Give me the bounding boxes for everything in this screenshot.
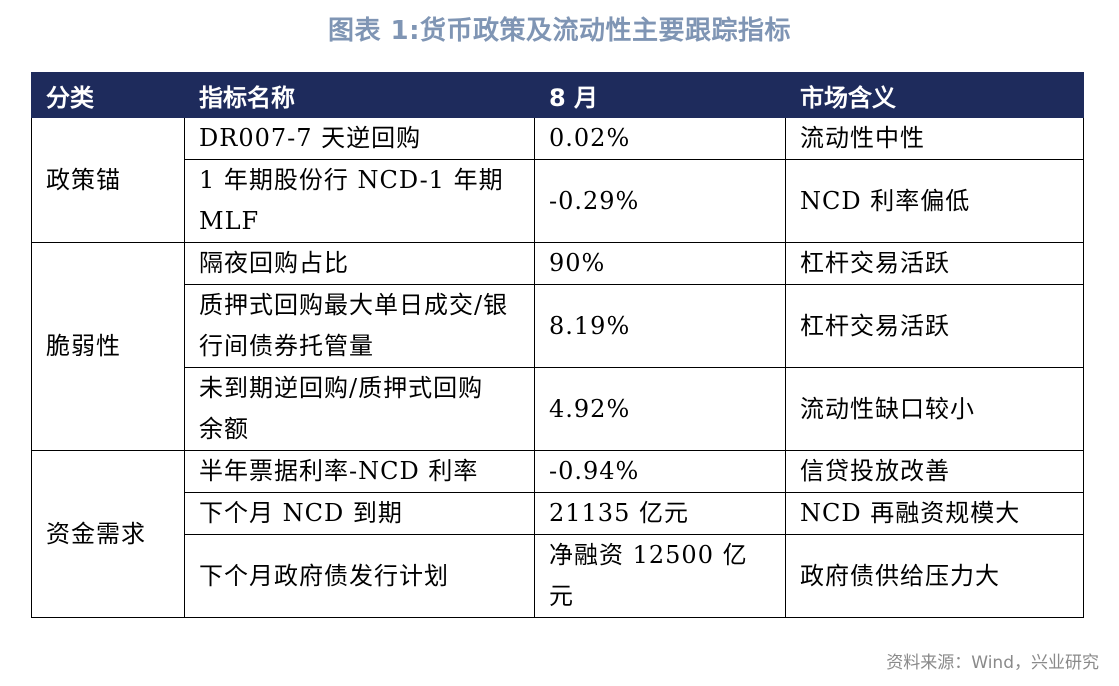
- value-cell: 8.19%: [534, 284, 786, 368]
- table-header-row: 分类 指标名称 8 月 市场含义: [31, 72, 1084, 118]
- meaning-cell: 杠杆交易活跃: [785, 284, 1084, 368]
- meaning-cell: 杠杆交易活跃: [785, 242, 1084, 285]
- figure-title: 图表 1:货币政策及流动性主要跟踪指标: [327, 16, 792, 46]
- value-cell: -0.29%: [534, 159, 786, 243]
- table-row: 质押式回购最大单日成交/银行间债券托管量 8.19% 杠杆交易活跃: [32, 284, 1084, 368]
- value-cell: 90%: [534, 242, 786, 285]
- meaning-cell: NCD 利率偏低: [785, 159, 1084, 243]
- table-row: 下个月政府债发行计划 净融资 12500 亿元 政府债供给压力大: [32, 534, 1084, 618]
- category-cell: 资金需求: [31, 450, 185, 618]
- table-row: 资金需求 半年票据利率-NCD 利率 -0.94% 信贷投放改善: [31, 450, 1084, 618]
- header-indicator: 指标名称: [184, 72, 535, 118]
- header-value: 8 月: [534, 72, 786, 118]
- value-cell: -0.94%: [534, 450, 786, 493]
- header-meaning: 市场含义: [785, 72, 1084, 118]
- table-row: 下个月 NCD 到期 21135 亿元 NCD 再融资规模大: [32, 492, 1084, 535]
- source-note: 资料来源：Wind，兴业研究: [886, 653, 1099, 673]
- category-cell: 政策锚: [31, 117, 185, 243]
- indicator-cell: 1 年期股份行 NCD-1 年期MLF: [184, 159, 535, 243]
- table-row: 脆弱性 隔夜回购占比 90% 杠杆交易活跃: [31, 242, 1084, 451]
- indicator-table: 分类 指标名称 8 月 市场含义 政策锚 DR007-7 天逆回购 0.02% …: [31, 72, 1084, 618]
- meaning-cell: 流动性缺口较小: [785, 367, 1084, 451]
- table-row: 1 年期股份行 NCD-1 年期MLF -0.29% NCD 利率偏低: [32, 159, 1084, 243]
- value-cell: 21135 亿元: [534, 492, 786, 535]
- meaning-cell: 信贷投放改善: [785, 450, 1084, 493]
- indicator-cell: 半年票据利率-NCD 利率: [184, 450, 535, 493]
- value-cell: 净融资 12500 亿元: [534, 534, 786, 618]
- indicator-cell: 下个月政府债发行计划: [184, 534, 535, 618]
- indicator-cell: 隔夜回购占比: [184, 242, 535, 285]
- category-cell: 脆弱性: [31, 242, 185, 451]
- value-cell: 0.02%: [534, 117, 786, 160]
- meaning-cell: 政府债供给压力大: [785, 534, 1084, 618]
- indicator-cell: 下个月 NCD 到期: [184, 492, 535, 535]
- table-row: 政策锚 DR007-7 天逆回购 0.02% 流动性中性: [31, 117, 1084, 243]
- meaning-cell: NCD 再融资规模大: [785, 492, 1084, 535]
- header-category: 分类: [31, 72, 185, 118]
- indicator-cell: 质押式回购最大单日成交/银行间债券托管量: [184, 284, 535, 368]
- value-cell: 4.92%: [534, 367, 786, 451]
- meaning-cell: 流动性中性: [785, 117, 1084, 160]
- indicator-cell: DR007-7 天逆回购: [184, 117, 535, 160]
- indicator-cell: 未到期逆回购/质押式回购余额: [184, 367, 535, 451]
- table-row: 未到期逆回购/质押式回购余额 4.92% 流动性缺口较小: [32, 367, 1084, 451]
